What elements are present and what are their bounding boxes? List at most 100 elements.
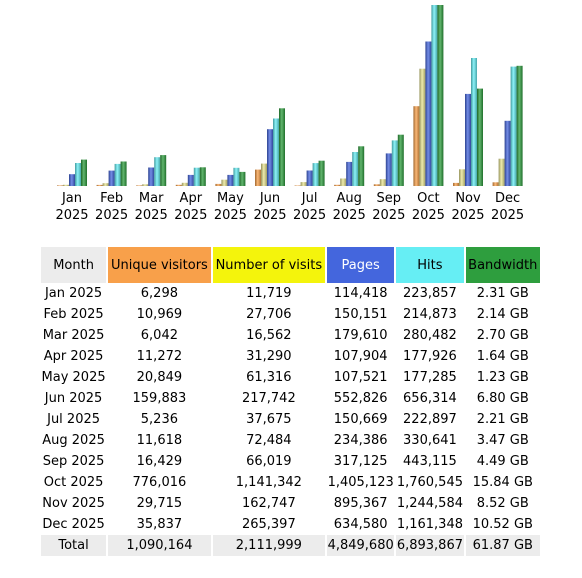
cell-hits: 1,244,584 bbox=[396, 496, 463, 511]
cell-hits: 1,760,545 bbox=[396, 475, 463, 490]
month-year: 2025 bbox=[491, 208, 525, 223]
bar-hits bbox=[431, 5, 438, 186]
bar-bandwidth bbox=[437, 5, 444, 186]
table-row: Jan 2025 6,298 11,719 114,418 223,857 2.31 GB bbox=[41, 283, 540, 304]
cell-unique: 10,969 bbox=[136, 307, 183, 322]
month-year: 2025 bbox=[293, 208, 327, 223]
bar-bandwidth bbox=[81, 159, 87, 186]
monthly-history-chart bbox=[57, 5, 523, 186]
bar-bandwidth bbox=[358, 146, 365, 186]
table-row: Oct 2025 776,016 1,141,342 1,405,123 1,760,5… bbox=[41, 472, 540, 493]
bar-unique-visitors bbox=[96, 184, 103, 186]
bar-bandwidth bbox=[279, 108, 285, 186]
table-row: Sep 2025 16,429 66,019 317,125 443,115 4.49 G… bbox=[41, 451, 540, 472]
bar-hits bbox=[114, 163, 121, 186]
bar-unique-visitors bbox=[255, 169, 261, 186]
cell-bandwidth: 8.52 GB bbox=[476, 496, 529, 511]
bar-pages bbox=[267, 129, 273, 186]
chart-month-label: Nov 2025 bbox=[448, 190, 488, 224]
bar-unique-visitors bbox=[492, 182, 499, 186]
month-name: Dec bbox=[495, 191, 521, 206]
month-year: 2025 bbox=[332, 208, 366, 223]
month-name: Sep bbox=[376, 191, 402, 206]
cell-hits: 656,314 bbox=[403, 391, 457, 406]
month-name: Jun bbox=[259, 191, 281, 206]
bar-bandwidth bbox=[477, 88, 483, 186]
bar-hits bbox=[312, 163, 319, 186]
bar-hits bbox=[154, 157, 161, 186]
bar-pages bbox=[69, 174, 75, 186]
bar-pages bbox=[306, 170, 313, 186]
cell-hits: 177,285 bbox=[403, 370, 457, 385]
bar-unique-visitors bbox=[294, 185, 301, 186]
month-name: Oct bbox=[417, 191, 440, 206]
bar-number-of-visits bbox=[142, 184, 149, 186]
month-year: 2025 bbox=[55, 208, 89, 223]
bar-bandwidth bbox=[239, 171, 246, 186]
month-name: Nov bbox=[455, 191, 481, 206]
table-row: Aug 2025 11,618 72,484 234,386 330,641 3.47 G… bbox=[41, 430, 540, 451]
bar-number-of-visits bbox=[63, 184, 69, 186]
cell-hits: 222,897 bbox=[403, 412, 457, 427]
cell-month: Oct 2025 bbox=[43, 475, 104, 490]
table-row: May 2025 20,849 61,316 107,521 177,285 1.23 G… bbox=[41, 367, 540, 388]
month-year: 2025 bbox=[411, 208, 445, 223]
cell-pages: 107,521 bbox=[333, 370, 388, 385]
cell-visits: 265,397 bbox=[241, 517, 296, 532]
cell-unique: 16,429 bbox=[136, 454, 183, 469]
cell-month: Mar 2025 bbox=[42, 328, 105, 343]
bar-pages bbox=[504, 120, 511, 186]
chart-month-label: Aug 2025 bbox=[329, 190, 369, 224]
cell-bandwidth: 15.84 GB bbox=[472, 475, 533, 490]
table-row: Nov 2025 29,715 162,747 895,367 1,244,584 8.5… bbox=[41, 493, 540, 514]
chart-month-label: Mar 2025 bbox=[131, 190, 171, 224]
header-unique-visitors: Unique visitors bbox=[108, 247, 211, 283]
header-hits: Hits bbox=[396, 247, 464, 283]
header-number-of-visits: Number of visits bbox=[212, 247, 326, 283]
bar-number-of-visits bbox=[459, 169, 465, 186]
bar-hits bbox=[75, 163, 81, 186]
cell-pages: 895,367 bbox=[333, 496, 388, 511]
bar-unique-visitors bbox=[453, 182, 459, 186]
bar-number-of-visits bbox=[379, 179, 386, 186]
bar-unique-visitors bbox=[413, 106, 420, 186]
bar-pages bbox=[108, 170, 115, 186]
chart-month-label: Jul 2025 bbox=[290, 190, 330, 224]
cell-unique: 776,016 bbox=[132, 475, 187, 490]
monthly-stats-table: Month Unique visitors Number of visits P… bbox=[39, 247, 542, 556]
month-year: 2025 bbox=[213, 208, 247, 223]
cell-month: Aug 2025 bbox=[42, 433, 105, 448]
cell-unique: 11,618 bbox=[136, 433, 183, 448]
cell-unique: 6,042 bbox=[140, 328, 178, 343]
bar-hits bbox=[233, 167, 240, 186]
total-hits: 6,893,867 bbox=[396, 535, 464, 556]
chart-month-label: May 2025 bbox=[210, 190, 250, 224]
bar-pages bbox=[425, 41, 432, 186]
cell-pages: 234,386 bbox=[333, 433, 388, 448]
bar-number-of-visits bbox=[221, 179, 228, 186]
bar-unique-visitors bbox=[136, 185, 143, 186]
month-year: 2025 bbox=[174, 208, 208, 223]
cell-pages: 634,580 bbox=[333, 517, 388, 532]
total-unique: 1,090,164 bbox=[108, 535, 211, 556]
month-year: 2025 bbox=[134, 208, 168, 223]
cell-visits: 37,675 bbox=[246, 412, 292, 427]
cell-unique: 29,715 bbox=[136, 496, 183, 511]
cell-bandwidth: 2.70 GB bbox=[476, 328, 529, 343]
cell-bandwidth: 10.52 GB bbox=[472, 517, 533, 532]
cell-pages: 150,669 bbox=[333, 412, 388, 427]
bar-pages bbox=[465, 93, 471, 186]
cell-unique: 6,298 bbox=[140, 286, 178, 301]
cell-bandwidth: 3.47 GB bbox=[476, 433, 529, 448]
cell-unique: 35,837 bbox=[136, 517, 183, 532]
chart-month-label: Apr 2025 bbox=[171, 190, 211, 224]
cell-bandwidth: 2.14 GB bbox=[476, 307, 529, 322]
bar-bandwidth bbox=[160, 155, 167, 186]
cell-month: May 2025 bbox=[41, 370, 106, 385]
total-bandwidth: 61.87 GB bbox=[465, 535, 540, 556]
cell-visits: 31,290 bbox=[246, 349, 292, 364]
cell-visits: 217,742 bbox=[241, 391, 296, 406]
bar-number-of-visits bbox=[261, 163, 267, 186]
month-name: Feb bbox=[100, 191, 124, 206]
bar-hits bbox=[193, 167, 200, 186]
